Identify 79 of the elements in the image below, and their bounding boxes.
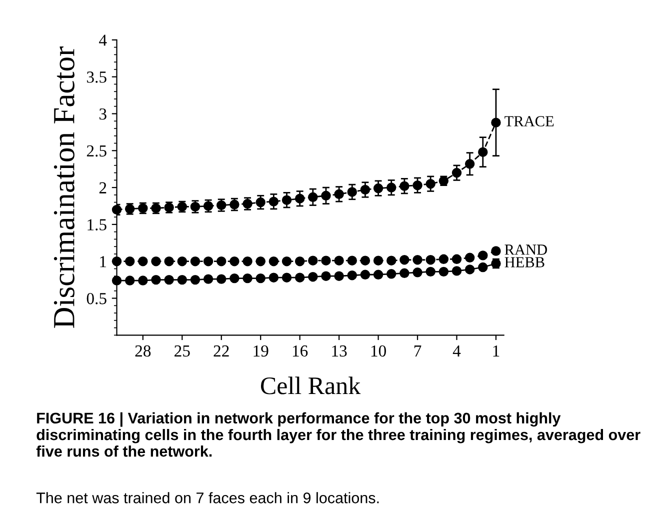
point [203,256,214,266]
y-tick-label: 0.5 [86,292,106,304]
point [386,256,396,266]
x-tick-label: 25 [174,345,190,357]
point [426,266,436,277]
x-tick-label: 7 [414,346,422,356]
y-tick-label: 1.5 [88,219,106,230]
point [268,256,279,266]
point [138,256,148,266]
point [400,255,410,265]
point [282,272,292,282]
point [138,276,148,286]
point [164,274,174,285]
y-tick-label: 2 [99,182,106,194]
y-tick-label: 3 [100,108,106,120]
x-tick-label: 28 [135,345,151,357]
point [268,272,279,282]
series-label: TRACE [504,116,554,126]
point [124,276,135,286]
y-tick-label: 3.5 [87,72,106,83]
point [321,256,331,266]
text: The net was trained on 7 faces each in 9 locations. [36,492,379,504]
point [438,254,449,264]
point [203,274,214,284]
point [151,256,161,266]
x-tick-label: 13 [332,345,347,357]
point [334,256,344,266]
point [230,256,240,266]
point [151,274,161,285]
point [164,256,174,266]
x-tick-label: 4 [452,345,461,356]
point [452,266,462,276]
point [190,274,200,285]
x-tick-label: 16 [292,345,308,357]
point [438,266,449,277]
point [347,256,357,266]
point [412,255,422,265]
point [177,256,188,266]
point [400,268,410,278]
point [373,256,384,266]
point [124,256,135,266]
point [242,256,252,266]
point [256,273,266,284]
point [321,271,331,281]
x-axis-title: Cell Rank [260,376,361,394]
point [190,256,200,266]
x-tick-label: 19 [254,345,268,357]
point [360,256,370,266]
point [216,274,226,284]
point [177,274,188,285]
point [360,270,370,280]
point [412,268,422,278]
x-tick-label: 22 [214,345,229,356]
point [452,254,462,264]
point [242,273,252,284]
point [308,272,318,282]
point [216,256,226,266]
y-tick-label: 1 [100,256,106,268]
caption: FIGURE 16 | Variation in network performance for the top 30 most highly discriminating cells in the fourth layer for the three training regimes, averaged over five runs of the network. [36,412,640,457]
point [464,264,475,274]
point [386,269,396,279]
point [426,255,436,265]
point [294,272,305,282]
point [464,252,475,263]
point [230,273,240,284]
point [256,256,266,266]
point [373,270,384,280]
point [308,256,318,266]
x-tick-label: 1 [493,345,500,356]
y-axis-title: Discrimaination Factor [54,46,74,328]
point [294,256,305,266]
point [282,256,292,266]
y-tick-label: 2.5 [86,145,106,157]
series-label: HEBB [504,257,544,268]
point [334,271,344,281]
series-label: RAND [504,244,547,255]
point [347,270,357,280]
x-tick-label: 10 [371,345,386,357]
y-tick-label: 4 [99,34,107,46]
